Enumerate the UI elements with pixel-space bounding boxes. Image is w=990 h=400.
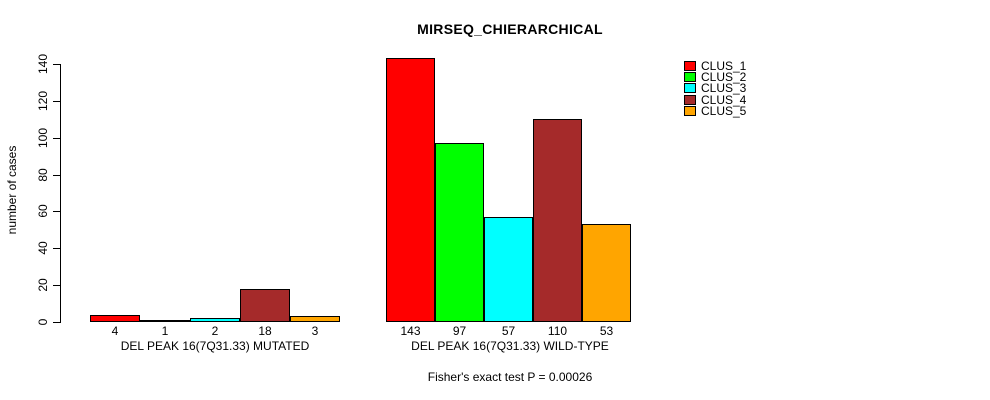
bar-clus_2-group2	[435, 143, 484, 322]
legend-swatch-icon	[684, 83, 696, 94]
bar-clus_1-group1	[90, 315, 140, 322]
bar-clus_2-group1	[140, 320, 190, 322]
chart-title: MIRSEQ_CHIERARCHICAL	[417, 21, 603, 37]
bar-clus_1-group2	[386, 58, 435, 322]
y-tick-label: 20	[36, 278, 50, 292]
y-tick-label: 0	[36, 318, 50, 326]
fisher-test-note: Fisher's exact test P = 0.00026	[427, 370, 593, 384]
y-tick-mark	[53, 285, 60, 286]
bar-value-label: 143	[400, 324, 421, 338]
y-tick-mark	[53, 211, 60, 212]
bar-value-label: 97	[452, 324, 467, 338]
legend-label: CLUS_2	[701, 70, 747, 85]
bar-clus_5-group1	[290, 316, 340, 322]
legend-label: CLUS_1	[701, 59, 747, 73]
legend-swatch-icon	[684, 61, 696, 71]
bar-value-label: 3	[311, 324, 319, 338]
bar-value-label: 110	[547, 324, 568, 338]
bar-value-label: 2	[211, 324, 219, 338]
y-tick-mark	[53, 322, 60, 323]
bar-clus_3-group2	[484, 217, 533, 322]
bar-value-label: 53	[599, 324, 614, 338]
legend-label: CLUS_5	[701, 103, 747, 118]
y-tick-label: 100	[36, 127, 50, 149]
bar-value-label: 18	[258, 324, 272, 338]
y-tick-mark	[53, 138, 60, 139]
y-tick-label: 60	[36, 204, 50, 218]
y-axis-line	[60, 64, 61, 323]
bar-value-label: 1	[161, 324, 169, 338]
group-label-wildtype: DEL PEAK 16(7Q31.33) WILD-TYPE	[411, 339, 609, 353]
bar-clus_5-group2	[582, 224, 631, 322]
bar-clus_3-group1	[190, 318, 240, 322]
legend-swatch-icon	[684, 105, 696, 116]
bar-value-label: 57	[501, 324, 516, 338]
y-tick-label: 120	[36, 90, 50, 112]
legend-label: CLUS_3	[701, 81, 747, 96]
y-tick-mark	[53, 175, 60, 176]
legend-swatch-icon	[684, 72, 696, 83]
y-tick-label: 40	[36, 241, 50, 255]
y-tick-mark	[53, 248, 60, 249]
group-label-mutated: DEL PEAK 16(7Q31.33) MUTATED	[120, 339, 310, 353]
legend-swatch-icon	[684, 94, 696, 105]
y-tick-mark	[53, 101, 60, 102]
legend-label: CLUS_4	[701, 92, 747, 107]
y-axis-title: number of cases	[5, 145, 19, 235]
y-tick-label: 140	[36, 53, 50, 75]
bar-clus_4-group2	[533, 119, 582, 322]
y-tick-label: 80	[36, 168, 50, 182]
y-tick-mark	[53, 64, 60, 65]
bar-value-label: 4	[111, 324, 119, 338]
bar-clus_4-group1	[240, 289, 290, 322]
